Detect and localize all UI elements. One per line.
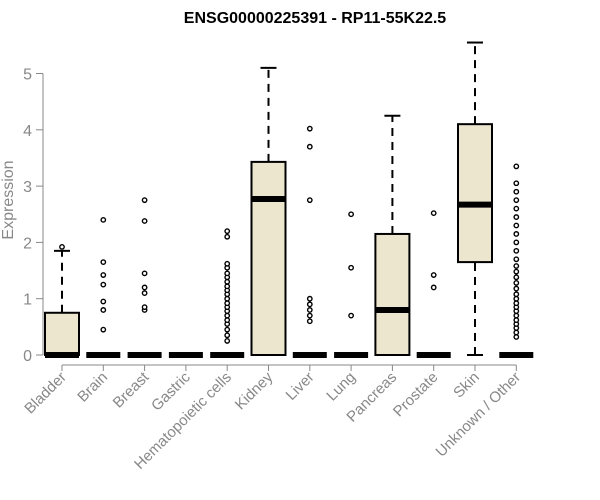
box-prostate [416,210,451,358]
outlier-point [513,163,520,170]
outlier-point [513,197,520,204]
outlier-point [141,304,148,311]
outlier-point [224,332,231,339]
category-label: Brain [74,369,111,406]
box-body [250,160,287,356]
outlier-point [306,143,313,150]
outlier-point [306,301,313,308]
outlier-point [430,272,437,278]
outlier-point [513,312,520,319]
outlier-point [513,291,520,298]
outlier-point [513,247,520,254]
outlier-point [513,295,520,302]
box-liver [292,125,327,358]
outlier-point [224,283,231,290]
category-label: Liver [283,369,318,404]
outlier-point [513,231,520,237]
y-tick-label: 5 [23,67,32,84]
y-tick-label: 3 [23,179,32,196]
outlier-point [348,264,354,271]
outlier-point [224,338,231,344]
outlier-point [513,317,520,323]
box-brain [86,216,121,358]
outlier-point [306,197,313,204]
outlier-point [141,290,148,296]
outlier-point [100,259,107,266]
outlier-point [513,285,520,292]
outlier-point [224,260,231,267]
outlier-point [513,256,520,263]
outlier-point [306,295,313,302]
box-body [374,232,411,356]
box-body [457,123,493,264]
box-hematopoietic-cells [210,228,245,358]
outlier-point [100,216,107,223]
outlier-point [141,197,148,204]
outlier-point [430,284,437,291]
outlier-point [513,300,520,307]
outlier-point [141,218,148,224]
outlier-point [224,228,231,235]
outlier-point [513,334,520,340]
outlier-point [513,222,520,229]
y-tick-label: 0 [23,348,32,365]
box-lung [334,211,369,358]
outlier-point [513,180,520,187]
box-kidney [250,66,287,356]
y-tick-label: 1 [23,292,32,309]
outlier-point [513,329,520,336]
outlier-point [513,214,520,220]
outlier-point [100,272,107,278]
box-unknown-other [499,163,534,358]
outlier-point [348,211,354,218]
outlier-point [224,300,231,307]
outlier-point [306,307,313,313]
outlier-point [224,270,231,277]
outlier-point [430,210,437,217]
outlier-point [513,188,520,195]
outlier-point [59,244,65,250]
category-label: Kidney [232,368,277,413]
outlier-point [141,284,148,291]
box-pancreas [374,114,411,356]
category-label: Lung [323,369,359,405]
outlier-point [224,233,231,240]
y-tick-label: 4 [23,123,32,140]
outlier-point [306,312,313,319]
outlier-point [224,312,231,319]
chart-title: ENSG00000225391 - RP11-55K22.5 [184,10,447,27]
outlier-point [513,274,520,281]
outlier-point [100,307,107,313]
y-tick-label: 2 [23,235,32,252]
category-label: Breast [110,368,153,411]
y-axis-label: Expression [0,160,17,239]
outlier-point [306,318,313,325]
outlier-point [513,268,520,275]
axes: 0 1 2 3 4 5 [23,67,517,371]
boxes [44,41,534,358]
outlier-point [100,281,107,288]
outlier-point [224,295,231,302]
outlier-point [306,125,313,132]
outlier-point [224,317,231,323]
category-label: Prostate [390,369,442,421]
outlier-point [141,270,148,277]
outlier-point [224,326,231,333]
box-bladder [44,244,80,358]
outlier-point [513,263,520,269]
category-label: Skin [450,369,483,402]
outlier-point [100,326,107,333]
box-skin [457,41,493,356]
outlier-point [513,239,520,246]
outlier-point [513,205,520,212]
box-breast [127,197,162,358]
box-body [44,311,80,356]
outlier-point [224,278,231,285]
outlier-point [100,298,107,305]
outlier-point [348,312,354,319]
category-label: Bladder [21,369,70,418]
outlier-point [513,280,520,286]
